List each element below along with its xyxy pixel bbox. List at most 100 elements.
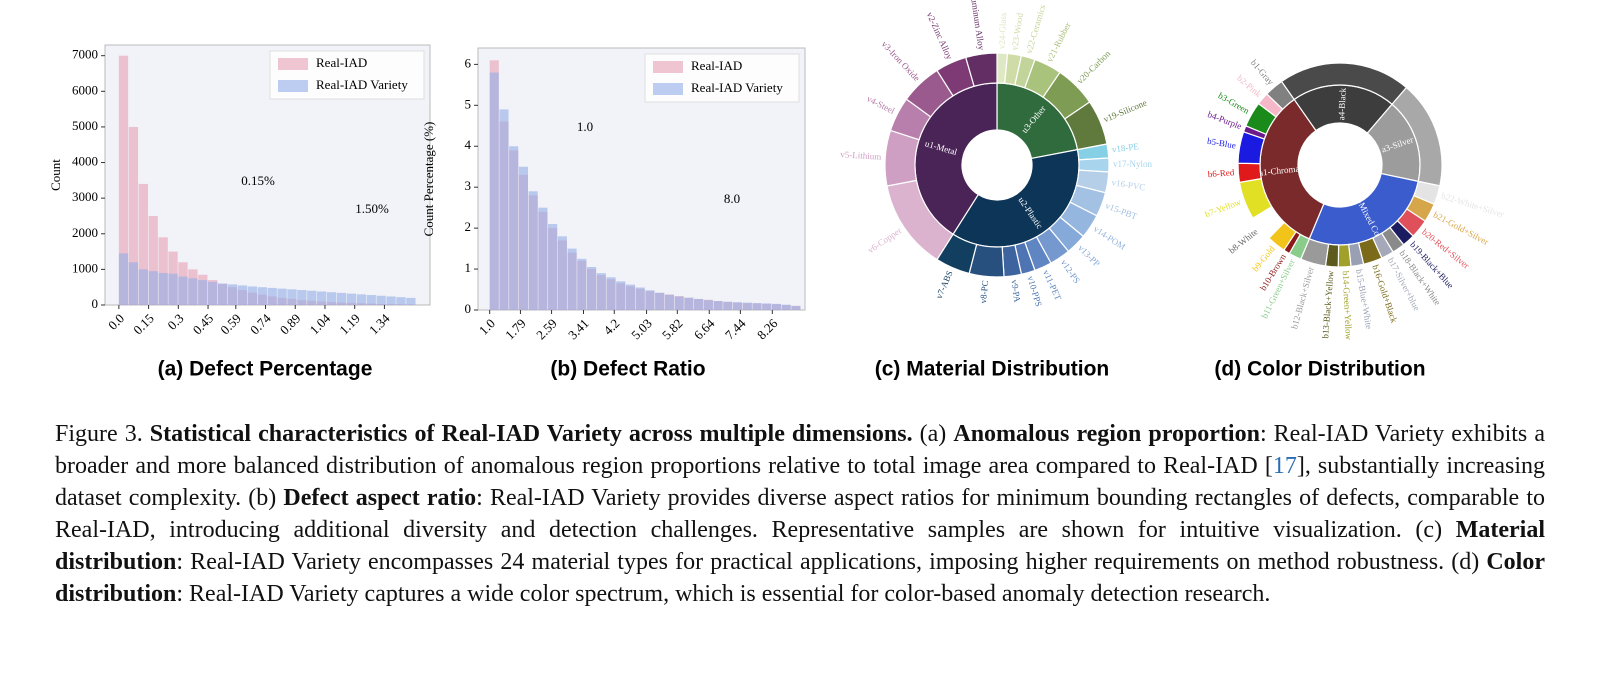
caption-text: : Real-IAD Variety encompasses 24 materi… xyxy=(176,549,1487,575)
outer-label: v14-POM xyxy=(1092,224,1128,252)
outer-label: v15-PBT xyxy=(1104,200,1139,221)
legend-swatch xyxy=(653,83,683,95)
outer-label: v21-Rubber xyxy=(1044,21,1072,64)
x-tick-label: 7.44 xyxy=(722,315,749,342)
outer-label: v20-Carbon xyxy=(1075,48,1113,86)
bar xyxy=(664,294,674,310)
caption-text: : Real-IAD Variety captures a wide color… xyxy=(176,581,1271,607)
y-tick-label: 7000 xyxy=(72,47,98,62)
legend-swatch xyxy=(278,80,308,92)
bar xyxy=(645,290,655,310)
caption-text: ], substantially increasing dataset comp… xyxy=(55,453,1545,511)
bar xyxy=(587,267,597,310)
bar xyxy=(791,305,801,310)
x-tick-label: 5.03 xyxy=(628,316,655,343)
legend-label: Real-IAD Variety xyxy=(316,77,408,92)
y-axis-label: Count Percentage (%) xyxy=(421,122,436,237)
caption-text: Figure 3. xyxy=(55,421,150,447)
bar xyxy=(188,278,198,305)
outer-label: b14-Green+Yellow xyxy=(1341,271,1354,341)
outer-label: b2-Pink xyxy=(1235,73,1264,99)
bar xyxy=(158,237,168,305)
bar xyxy=(528,191,538,310)
x-tick-label: 0.59 xyxy=(217,311,244,338)
outer-segment xyxy=(1237,162,1262,184)
bar xyxy=(237,285,248,305)
annotation: 0.15% xyxy=(241,173,275,188)
caption-text: : Real-IAD Variety provides diverse aspe… xyxy=(55,485,1545,543)
bar xyxy=(577,258,587,310)
bar xyxy=(287,289,297,305)
bar xyxy=(277,288,287,305)
outer-label: b13-Black+Yellow xyxy=(1320,270,1335,339)
caption-text: Material distribution xyxy=(55,517,1545,575)
bar xyxy=(227,284,238,305)
bar xyxy=(489,72,499,310)
bar xyxy=(694,298,704,310)
bar xyxy=(346,293,357,305)
y-tick-label: 4 xyxy=(465,137,472,152)
bar xyxy=(148,215,158,305)
outer-label: v6-Copper xyxy=(866,225,903,255)
bar xyxy=(742,302,752,310)
y-tick-label: 3000 xyxy=(72,189,98,204)
bar xyxy=(625,284,636,310)
annotation: 1.0 xyxy=(577,119,593,134)
bar xyxy=(386,296,396,305)
y-tick-label: 4000 xyxy=(72,154,98,169)
citation-link[interactable]: 17 xyxy=(1272,453,1297,479)
bar xyxy=(723,301,733,310)
outer-segment xyxy=(965,52,998,87)
bar xyxy=(557,236,567,310)
bar xyxy=(781,304,791,310)
outer-label: b4-Purple xyxy=(1206,109,1243,131)
outer-label: b5-Blue xyxy=(1206,136,1236,151)
outer-label: v2-Zinc Alloy xyxy=(925,11,955,62)
y-tick-label: 6000 xyxy=(72,82,98,97)
bar xyxy=(336,292,347,305)
bar xyxy=(148,271,158,305)
y-tick-label: 6 xyxy=(465,55,472,70)
caption-text: Defect aspect ratio xyxy=(283,485,477,511)
bar xyxy=(247,286,257,305)
bar xyxy=(518,166,529,310)
x-tick-label: 0.89 xyxy=(277,311,304,338)
outer-label: v22-Ceramics xyxy=(1024,3,1048,55)
outer-segment xyxy=(1337,243,1352,268)
outer-label: v5-Lithium xyxy=(840,149,882,162)
legend-label: Real-IAD xyxy=(316,55,367,70)
outer-label: v1-Aluminum Alloy xyxy=(966,0,986,51)
bar xyxy=(732,302,743,310)
outer-label: v9-PA xyxy=(1009,279,1022,303)
outer-label: v11-PET xyxy=(1041,268,1064,302)
y-tick-label: 5000 xyxy=(72,118,98,133)
x-tick-label: 2.59 xyxy=(533,316,560,343)
inner-label: a4-Black xyxy=(1336,87,1348,120)
bar xyxy=(138,183,148,305)
caption-text: Statistical characteristics of Real-IAD … xyxy=(149,421,913,447)
x-tick-label: 1.19 xyxy=(336,311,363,338)
bar xyxy=(635,287,645,310)
bar xyxy=(356,294,366,305)
bar xyxy=(217,283,228,305)
bar xyxy=(762,303,772,310)
bar xyxy=(509,146,519,310)
x-tick-label: 0.0 xyxy=(105,311,127,333)
panel-title: (c) Material Distribution xyxy=(875,358,1110,381)
outer-label: b8-White xyxy=(1227,226,1260,255)
bar xyxy=(674,296,684,310)
outer-label: v13-PP xyxy=(1076,243,1102,269)
outer-label: b3-Green xyxy=(1217,90,1252,116)
outer-label: v7-ABS xyxy=(934,269,955,300)
bar xyxy=(499,109,509,310)
outer-segment xyxy=(884,129,920,187)
bar xyxy=(317,291,327,305)
bar xyxy=(616,281,626,310)
legend-swatch xyxy=(278,58,308,70)
caption: Figure 3. Statistical characteristics of… xyxy=(55,418,1545,610)
outer-label: v19-Silicone xyxy=(1102,98,1148,125)
bar xyxy=(198,280,208,305)
bar xyxy=(178,276,188,305)
